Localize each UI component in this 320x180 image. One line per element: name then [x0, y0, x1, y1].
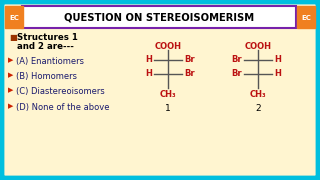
Text: COOH: COOH — [244, 42, 271, 51]
Text: CH₃: CH₃ — [250, 90, 266, 99]
Text: H: H — [274, 55, 281, 64]
Text: ▶: ▶ — [8, 87, 13, 93]
Text: CH₃: CH₃ — [160, 90, 176, 99]
Text: Br: Br — [231, 55, 242, 64]
Bar — [5, 6, 23, 28]
Bar — [297, 6, 315, 28]
Bar — [22, 6, 296, 28]
Text: Br: Br — [231, 69, 242, 78]
Text: EC: EC — [301, 15, 311, 21]
Text: (C) Diastereoisomers: (C) Diastereoisomers — [16, 87, 105, 96]
Text: ▶: ▶ — [8, 57, 13, 63]
Text: 2: 2 — [255, 104, 261, 113]
Text: COOH: COOH — [155, 42, 181, 51]
Text: and 2 are---: and 2 are--- — [17, 42, 74, 51]
FancyBboxPatch shape — [3, 3, 317, 177]
Text: 1: 1 — [165, 104, 171, 113]
Text: EC: EC — [9, 15, 19, 21]
Text: (D) None of the above: (D) None of the above — [16, 103, 109, 112]
Text: ▶: ▶ — [8, 72, 13, 78]
Text: Br: Br — [184, 69, 195, 78]
Text: Br: Br — [184, 55, 195, 64]
Text: H: H — [145, 55, 152, 64]
Text: ▶: ▶ — [8, 103, 13, 109]
Text: H: H — [274, 69, 281, 78]
Text: H: H — [145, 69, 152, 78]
Text: QUESTION ON STEREOISOMERISM: QUESTION ON STEREOISOMERISM — [64, 12, 254, 22]
Text: Structures 1: Structures 1 — [17, 33, 78, 42]
Text: ■: ■ — [9, 33, 17, 42]
Text: (A) Enantiomers: (A) Enantiomers — [16, 57, 84, 66]
Text: (B) Homomers: (B) Homomers — [16, 72, 77, 81]
